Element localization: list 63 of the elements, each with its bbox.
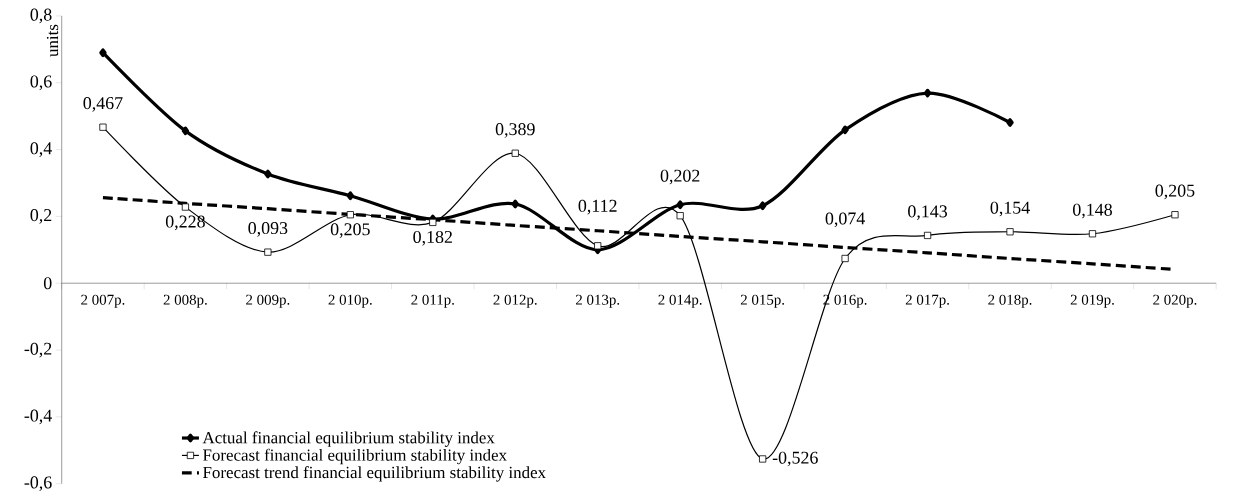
point xyxy=(99,123,107,131)
x-tick-label: 2 012р. xyxy=(493,294,537,308)
x-tick-label: 2 007р. xyxy=(81,294,125,308)
x-tick-label: 2 018р. xyxy=(988,294,1032,308)
point xyxy=(346,211,354,219)
x-tick-label: 2 020р. xyxy=(1153,294,1197,308)
point xyxy=(594,242,602,250)
data-label: 0,467 xyxy=(83,97,123,112)
y-tick-label: 0,2 xyxy=(30,209,52,224)
point xyxy=(346,191,355,201)
data-label: 0,143 xyxy=(908,205,948,221)
x-tick-label: 2 019р. xyxy=(1070,294,1114,308)
x-tick-label: 2 008р. xyxy=(163,294,207,308)
point xyxy=(181,203,189,211)
point xyxy=(1006,228,1014,236)
y-tick-label: 0,4 xyxy=(30,142,52,158)
point xyxy=(264,248,272,256)
y-tick-label: -0,6 xyxy=(24,476,52,492)
point xyxy=(511,199,519,209)
point xyxy=(923,88,932,98)
data-label: 0,202 xyxy=(660,169,700,185)
point xyxy=(923,232,932,240)
y-tick-label: -0,4 xyxy=(24,409,52,425)
data-label: 0,112 xyxy=(578,199,617,215)
legend-label: Actual financial equilibrium stability index xyxy=(202,431,495,448)
data-label: 0,154 xyxy=(990,201,1030,217)
point xyxy=(511,149,519,158)
x-tick-label: 2 015р. xyxy=(740,294,785,308)
point xyxy=(1006,118,1014,128)
point xyxy=(264,169,272,179)
y-tick-label: 0 xyxy=(43,277,52,290)
y-tick-label: 0,8 xyxy=(30,8,52,24)
data-label: 0,205 xyxy=(330,223,370,239)
x-tick-label: 2 011р. xyxy=(411,294,454,308)
point xyxy=(758,201,767,211)
point xyxy=(99,48,107,58)
x-tick-label: 2 017р. xyxy=(905,294,949,308)
point xyxy=(841,125,849,135)
y-axis-title: units xyxy=(46,24,59,57)
data-label: 0,148 xyxy=(1073,203,1112,219)
x-tick-label: 2 013р. xyxy=(575,294,620,308)
data-label: 0,389 xyxy=(495,123,535,138)
legend-label: Forecast financial equilibrium stability index xyxy=(203,448,507,465)
point xyxy=(676,200,684,210)
data-label: 0,074 xyxy=(825,212,865,228)
legend-label: Forecast trend financial equilibrium stability index xyxy=(203,466,546,482)
y-tick-label: -0,2 xyxy=(24,342,52,358)
x-tick-label: 2 009р. xyxy=(246,294,290,308)
data-label: 0,205 xyxy=(1155,184,1195,200)
point xyxy=(429,219,437,227)
data-label: 0,093 xyxy=(248,222,288,237)
y-tick-label: 0,6 xyxy=(30,75,52,91)
point xyxy=(1088,230,1097,238)
data-label: 0,182 xyxy=(413,231,452,246)
point xyxy=(1171,211,1179,219)
x-tick-label: 2 014р. xyxy=(658,294,702,308)
point xyxy=(181,126,190,136)
point xyxy=(676,212,684,220)
data-label: 0,228 xyxy=(165,215,205,231)
point xyxy=(759,455,767,463)
point xyxy=(841,255,849,263)
data-label: -0,526 xyxy=(772,451,818,467)
x-tick-label: 2 010р. xyxy=(328,294,372,308)
